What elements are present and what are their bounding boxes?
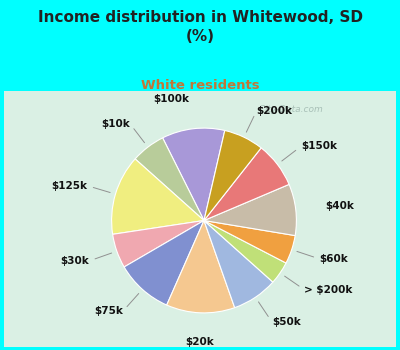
Wedge shape — [163, 128, 225, 220]
Wedge shape — [124, 220, 204, 305]
Text: $60k: $60k — [320, 254, 348, 264]
Text: $125k: $125k — [51, 181, 87, 191]
Text: City-Data.com: City-Data.com — [253, 105, 323, 114]
Wedge shape — [135, 138, 204, 220]
Text: Income distribution in Whitewood, SD
(%): Income distribution in Whitewood, SD (%) — [38, 10, 362, 44]
Wedge shape — [204, 148, 289, 220]
Text: $50k: $50k — [272, 317, 301, 327]
Text: $10k: $10k — [101, 119, 130, 128]
Wedge shape — [204, 131, 261, 220]
Text: White residents: White residents — [141, 79, 259, 92]
FancyBboxPatch shape — [4, 91, 396, 346]
Wedge shape — [113, 220, 204, 267]
Text: $30k: $30k — [60, 256, 89, 266]
Wedge shape — [167, 220, 235, 313]
Text: $150k: $150k — [301, 141, 337, 152]
Text: $200k: $200k — [257, 105, 293, 116]
Text: > $200k: > $200k — [304, 285, 353, 295]
Text: $20k: $20k — [185, 337, 214, 348]
Text: $100k: $100k — [154, 94, 190, 104]
Wedge shape — [204, 220, 273, 308]
Wedge shape — [204, 220, 295, 263]
Text: $75k: $75k — [94, 306, 123, 316]
Text: $40k: $40k — [325, 201, 354, 211]
Wedge shape — [204, 184, 296, 236]
Wedge shape — [112, 159, 204, 234]
Wedge shape — [204, 220, 286, 282]
